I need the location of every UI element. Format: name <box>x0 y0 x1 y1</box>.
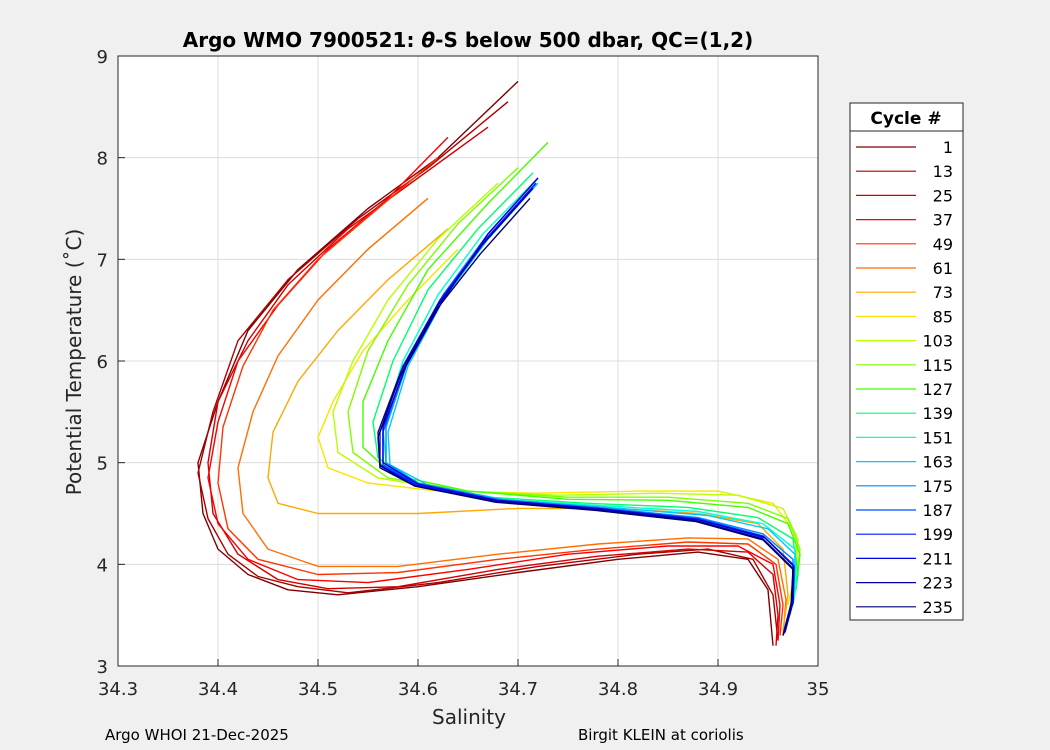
x-tick-label: 34.5 <box>298 679 338 700</box>
series-line-cycle-61 <box>237 197 787 636</box>
y-axis-ticks: 3 4 5 6 7 8 9 <box>97 47 125 678</box>
legend-label-cycle-139: 139 <box>922 404 953 423</box>
legend-label-cycle-85: 85 <box>933 307 953 326</box>
x-tick-label: 34.7 <box>498 679 538 700</box>
legend-label-cycle-61: 61 <box>933 259 953 278</box>
series-line-cycle-211 <box>382 177 795 633</box>
legend-label-cycle-1: 1 <box>943 138 953 157</box>
series-line-cycle-73 <box>267 228 789 631</box>
y-tick-label: 4 <box>97 555 108 576</box>
series-line-cycle-1 <box>197 80 774 646</box>
legend-label-cycle-199: 199 <box>922 525 953 544</box>
x-axis-ticks: 34.3 34.4 34.5 34.6 34.7 34.8 34.9 35 <box>98 659 829 700</box>
y-tick-label: 8 <box>97 149 108 170</box>
x-tick-label: 34.6 <box>398 679 438 700</box>
legend-label-cycle-151: 151 <box>922 428 953 447</box>
x-tick-label: 34.8 <box>598 679 638 700</box>
footer-right-text: Birgit KLEIN at coriolis <box>578 726 744 744</box>
legend-label-cycle-223: 223 <box>922 574 953 593</box>
legend-label-cycle-211: 211 <box>922 549 953 568</box>
legend-label-cycle-127: 127 <box>922 380 953 399</box>
y-tick-label: 9 <box>97 47 108 68</box>
y-axis-label: Potential Temperature (˚C) <box>62 229 86 496</box>
legend: Cycle # 1 13 25 37 49 61 73 85 103 115 127 139 151 16… <box>849 102 964 621</box>
legend-label-cycle-13: 13 <box>933 162 953 181</box>
series-line-cycle-13 <box>197 101 779 641</box>
legend-label-cycle-187: 187 <box>922 501 953 520</box>
legend-label-cycle-175: 175 <box>922 477 953 496</box>
legend-label-cycle-115: 115 <box>922 356 953 375</box>
legend-title: Cycle # <box>870 109 941 129</box>
legend-label-cycle-25: 25 <box>933 186 953 205</box>
y-tick-label: 3 <box>97 657 108 678</box>
footer-left-text: Argo WHOI 21-Dec-2025 <box>105 726 289 744</box>
series-lines <box>197 80 801 646</box>
x-axis-label: Salinity <box>432 705 506 729</box>
legend-label-cycle-73: 73 <box>933 283 953 302</box>
legend-label-cycle-37: 37 <box>933 211 953 230</box>
legend-label-cycle-103: 103 <box>922 332 953 351</box>
y-tick-label: 5 <box>97 454 108 475</box>
legend-label-cycle-163: 163 <box>922 453 953 472</box>
x-tick-label: 34.9 <box>698 679 738 700</box>
series-line-cycle-235 <box>377 197 794 636</box>
x-tick-label: 35 <box>807 679 830 700</box>
series-line-cycle-25 <box>207 126 779 646</box>
series-line-cycle-127 <box>362 141 801 590</box>
series-line-cycle-49 <box>217 157 784 636</box>
x-tick-label: 34.4 <box>198 679 238 700</box>
chart-title: Argo WMO 7900521: θ-S below 500 dbar, QC… <box>183 28 753 52</box>
y-tick-label: 6 <box>97 352 108 373</box>
x-tick-label: 34.3 <box>98 679 138 700</box>
legend-label-cycle-235: 235 <box>922 598 953 617</box>
legend-label-cycle-49: 49 <box>933 235 953 254</box>
legend-items: 1 13 25 37 49 61 73 85 103 115 127 139 151 163 175 187 1… <box>856 138 953 617</box>
y-tick-label: 7 <box>97 250 108 271</box>
